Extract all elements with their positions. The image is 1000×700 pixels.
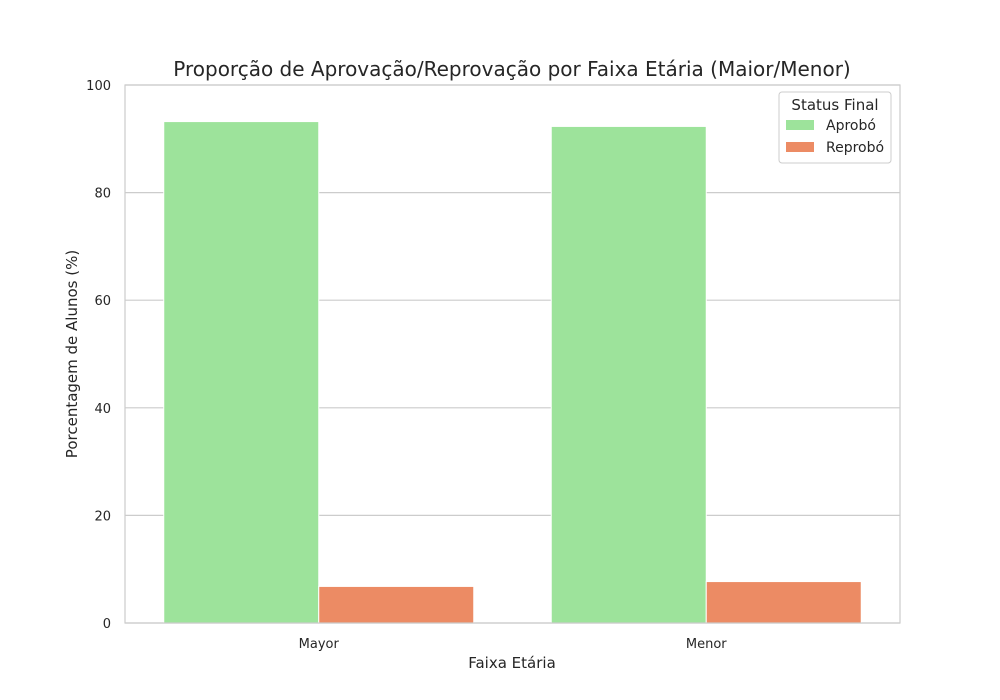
- x-tick-label: Menor: [686, 637, 727, 652]
- y-tick-label: 60: [94, 294, 111, 309]
- legend-swatch: [786, 120, 814, 130]
- x-tick-labels: Mayor Menor: [299, 637, 728, 652]
- legend-swatch: [786, 142, 814, 152]
- bars: [163, 121, 862, 624]
- legend-items: Aprobó Reprobó: [786, 118, 884, 156]
- y-axis-label: Porcentagem de Alunos (%): [63, 250, 81, 458]
- x-axis-label: Faixa Etária: [468, 654, 556, 672]
- y-tick-label: 0: [103, 617, 111, 632]
- bar-reprobo-menor: [705, 581, 862, 624]
- legend-label: Aprobó: [826, 118, 876, 134]
- y-tick-label: 80: [94, 187, 111, 202]
- chart-title: Proporção de Aprovação/Reprovação por Fa…: [173, 57, 850, 81]
- y-tick-labels: 0 20 40 60 80 100: [86, 79, 111, 632]
- legend-title: Status Final: [791, 96, 878, 114]
- plot-frame: [124, 84, 901, 624]
- bar-reprobo-mayor: [318, 585, 475, 624]
- legend-label: Reprobó: [826, 140, 884, 156]
- legend: Status Final Aprobó Reprobó: [778, 91, 892, 164]
- y-tick-label: 100: [86, 79, 111, 94]
- y-tick-label: 20: [94, 509, 111, 524]
- x-tick-label: Mayor: [299, 637, 340, 652]
- y-tick-label: 40: [94, 402, 111, 417]
- bar-aprobo-menor: [550, 125, 707, 624]
- bar-aprobo-mayor: [163, 121, 320, 624]
